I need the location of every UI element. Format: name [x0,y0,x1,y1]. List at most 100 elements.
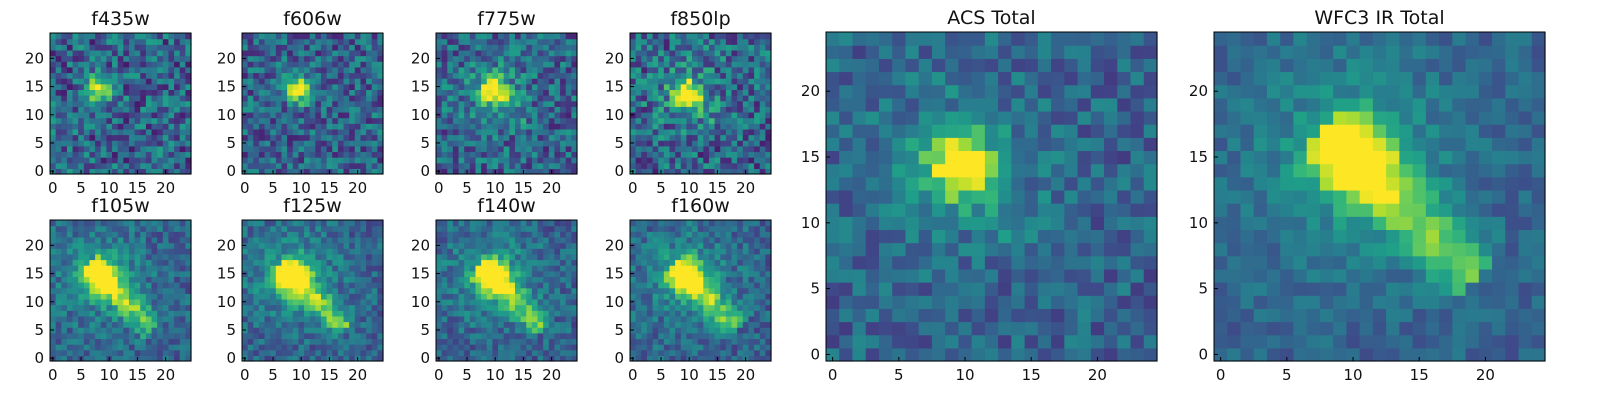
heatmap-cell [646,100,654,107]
heatmap-cell [179,315,186,323]
heatmap-cell [174,310,181,317]
heatmap-cell [366,134,373,141]
heatmap-cell [247,89,254,96]
heatmap-cell [151,111,158,119]
heatmap-cell [298,321,305,328]
heatmap-cell [565,66,572,74]
heatmap-cell [737,66,744,74]
heatmap-cell [543,332,550,340]
heatmap-cell [371,44,378,51]
heatmap-cell [270,38,277,45]
heatmap-cell [680,49,687,57]
heatmap-cell [447,276,454,283]
heatmap-cell [531,242,539,249]
heatmap-cell [537,78,544,85]
heatmap-cell [720,349,727,356]
heatmap-cell [537,140,544,147]
heatmap-cell [298,100,305,107]
heatmap-cell [377,55,384,62]
heatmap-cell [692,310,699,317]
heatmap-cell [275,253,283,261]
heatmap-cell [179,332,186,340]
heatmap-cell [475,282,482,289]
heatmap-cell [469,157,477,164]
heatmap-cell [264,270,271,277]
heatmap-cell [503,128,510,136]
heatmap-cell [309,344,316,351]
heatmap-cell [663,355,671,362]
heatmap-cell [481,220,488,227]
heatmap-cell [66,95,74,102]
heatmap-cell [304,83,311,90]
heatmap-cell [174,128,181,136]
heatmap-cell [754,83,761,90]
heatmap-cell [140,293,147,300]
heatmap-cell [258,298,266,306]
heatmap-cell [78,265,85,272]
heatmap-cell [571,100,578,107]
heatmap-cell [675,128,682,136]
heatmap-cell [360,145,367,153]
heatmap-cell [630,106,637,113]
heatmap-cell [452,293,460,300]
heatmap-cell [270,242,277,249]
heatmap-cell [720,44,727,51]
heatmap-cell [174,321,181,328]
heatmap-cell [652,145,659,153]
heatmap-cell [354,332,362,340]
heatmap-cell [669,83,676,90]
heatmap-cell [89,236,96,244]
heatmap-cell [543,220,550,227]
heatmap-cell [61,89,68,96]
heatmap-cell [343,253,350,261]
heatmap-cell [66,44,74,51]
heatmap-cell [66,117,74,124]
heatmap-cell [304,117,311,124]
heatmap-cell [675,355,682,362]
heatmap-cell [748,38,755,45]
heatmap-cell [298,310,305,317]
heatmap-cell [492,106,499,113]
heatmap-cell [748,168,755,175]
heatmap-cell [754,38,761,45]
heatmap-cell [475,123,482,130]
heatmap-cell [292,225,299,232]
heatmap-cell [447,55,454,62]
heatmap-cell [697,321,704,328]
heatmap-cell [66,78,74,85]
heatmap-cell [326,231,333,238]
heatmap-cell [554,134,561,141]
heatmap-cell [337,145,345,153]
heatmap-cell [635,253,642,261]
heatmap-cell [731,33,738,40]
heatmap-cell [270,89,277,96]
heatmap-cell [754,117,761,124]
heatmap-cell [140,134,147,141]
heatmap-cell [72,106,79,113]
heatmap-cell [264,168,271,175]
heatmap-cell [326,128,333,136]
heatmap-cell [349,321,356,328]
heatmap-cell [658,49,665,57]
heatmap-cell [343,145,350,153]
heatmap-cell [520,332,527,340]
heatmap-cell [61,248,68,255]
heatmap-cell [481,123,488,130]
heatmap-cell [441,293,448,300]
heatmap-cell [162,61,170,68]
heatmap-cell [464,72,471,79]
heatmap-cell [503,265,510,272]
heatmap-cell [349,270,356,277]
heatmap-cell [140,332,147,340]
heatmap-cell [675,72,682,79]
heatmap-cell [78,72,85,79]
heatmap-cell [50,248,57,255]
heatmap-cell [112,162,119,169]
heatmap-cell [140,338,147,345]
heatmap-cell [464,310,471,317]
heatmap-cell [748,66,755,74]
heatmap-cell [123,321,130,328]
heatmap-cell [83,89,91,96]
heatmap-cell [106,38,113,45]
heatmap-cell [464,134,471,141]
